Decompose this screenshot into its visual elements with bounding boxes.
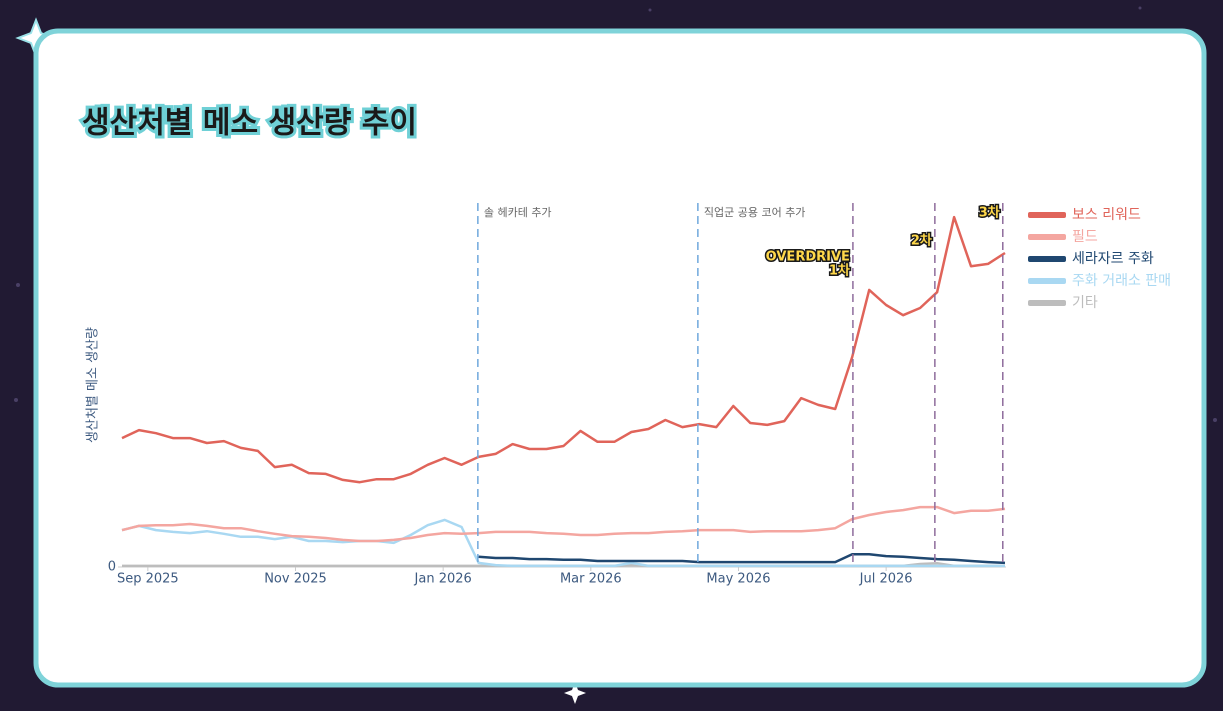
annotation-badge: 2차 — [911, 233, 932, 249]
background-dots — [14, 6, 1217, 422]
legend-swatch — [1028, 300, 1066, 306]
series-line — [121, 518, 1005, 568]
sparkle — [564, 682, 586, 704]
legend-label: 기타 — [1072, 295, 1098, 311]
series-line — [121, 215, 1006, 484]
legend-swatch — [1028, 278, 1066, 284]
x-tick-label: Nov 2025 — [264, 572, 327, 587]
annotation-label: 직업군 공용 코어 추가 — [704, 206, 806, 219]
legend-label: 주화 거래소 판매 — [1072, 273, 1171, 289]
x-tick-label: Jul 2026 — [859, 572, 913, 587]
x-tick-label: May 2026 — [706, 572, 770, 587]
x-tick-label: Jan 2026 — [414, 572, 472, 587]
x-tick-label: Mar 2026 — [560, 572, 622, 587]
legend-swatch — [1028, 234, 1066, 240]
legend-swatch — [1028, 212, 1066, 218]
annotation-badge: 1차 — [829, 263, 850, 279]
annotation-label: 솔 헤카테 추가 — [484, 206, 552, 219]
y-axis-label: 생산처별 메소 생산량 — [86, 327, 101, 443]
annotation-badge: OVERDRIVE — [766, 250, 850, 265]
legend-swatch — [1028, 256, 1066, 262]
series-line — [478, 552, 1006, 565]
legend-label: 필드 — [1072, 229, 1098, 245]
annotation-badge: 3차 — [979, 205, 1000, 221]
legend-label: 보스 리워드 — [1072, 207, 1141, 223]
series-line — [121, 505, 1006, 543]
panel — [33, 28, 1207, 688]
x-tick-label: Sep 2025 — [117, 572, 179, 587]
chart-title: 생산처별 메소 생산량 추이 — [82, 106, 417, 141]
legend-label: 세라자르 주화 — [1072, 251, 1154, 267]
y-tick-label: 0 — [108, 560, 116, 575]
